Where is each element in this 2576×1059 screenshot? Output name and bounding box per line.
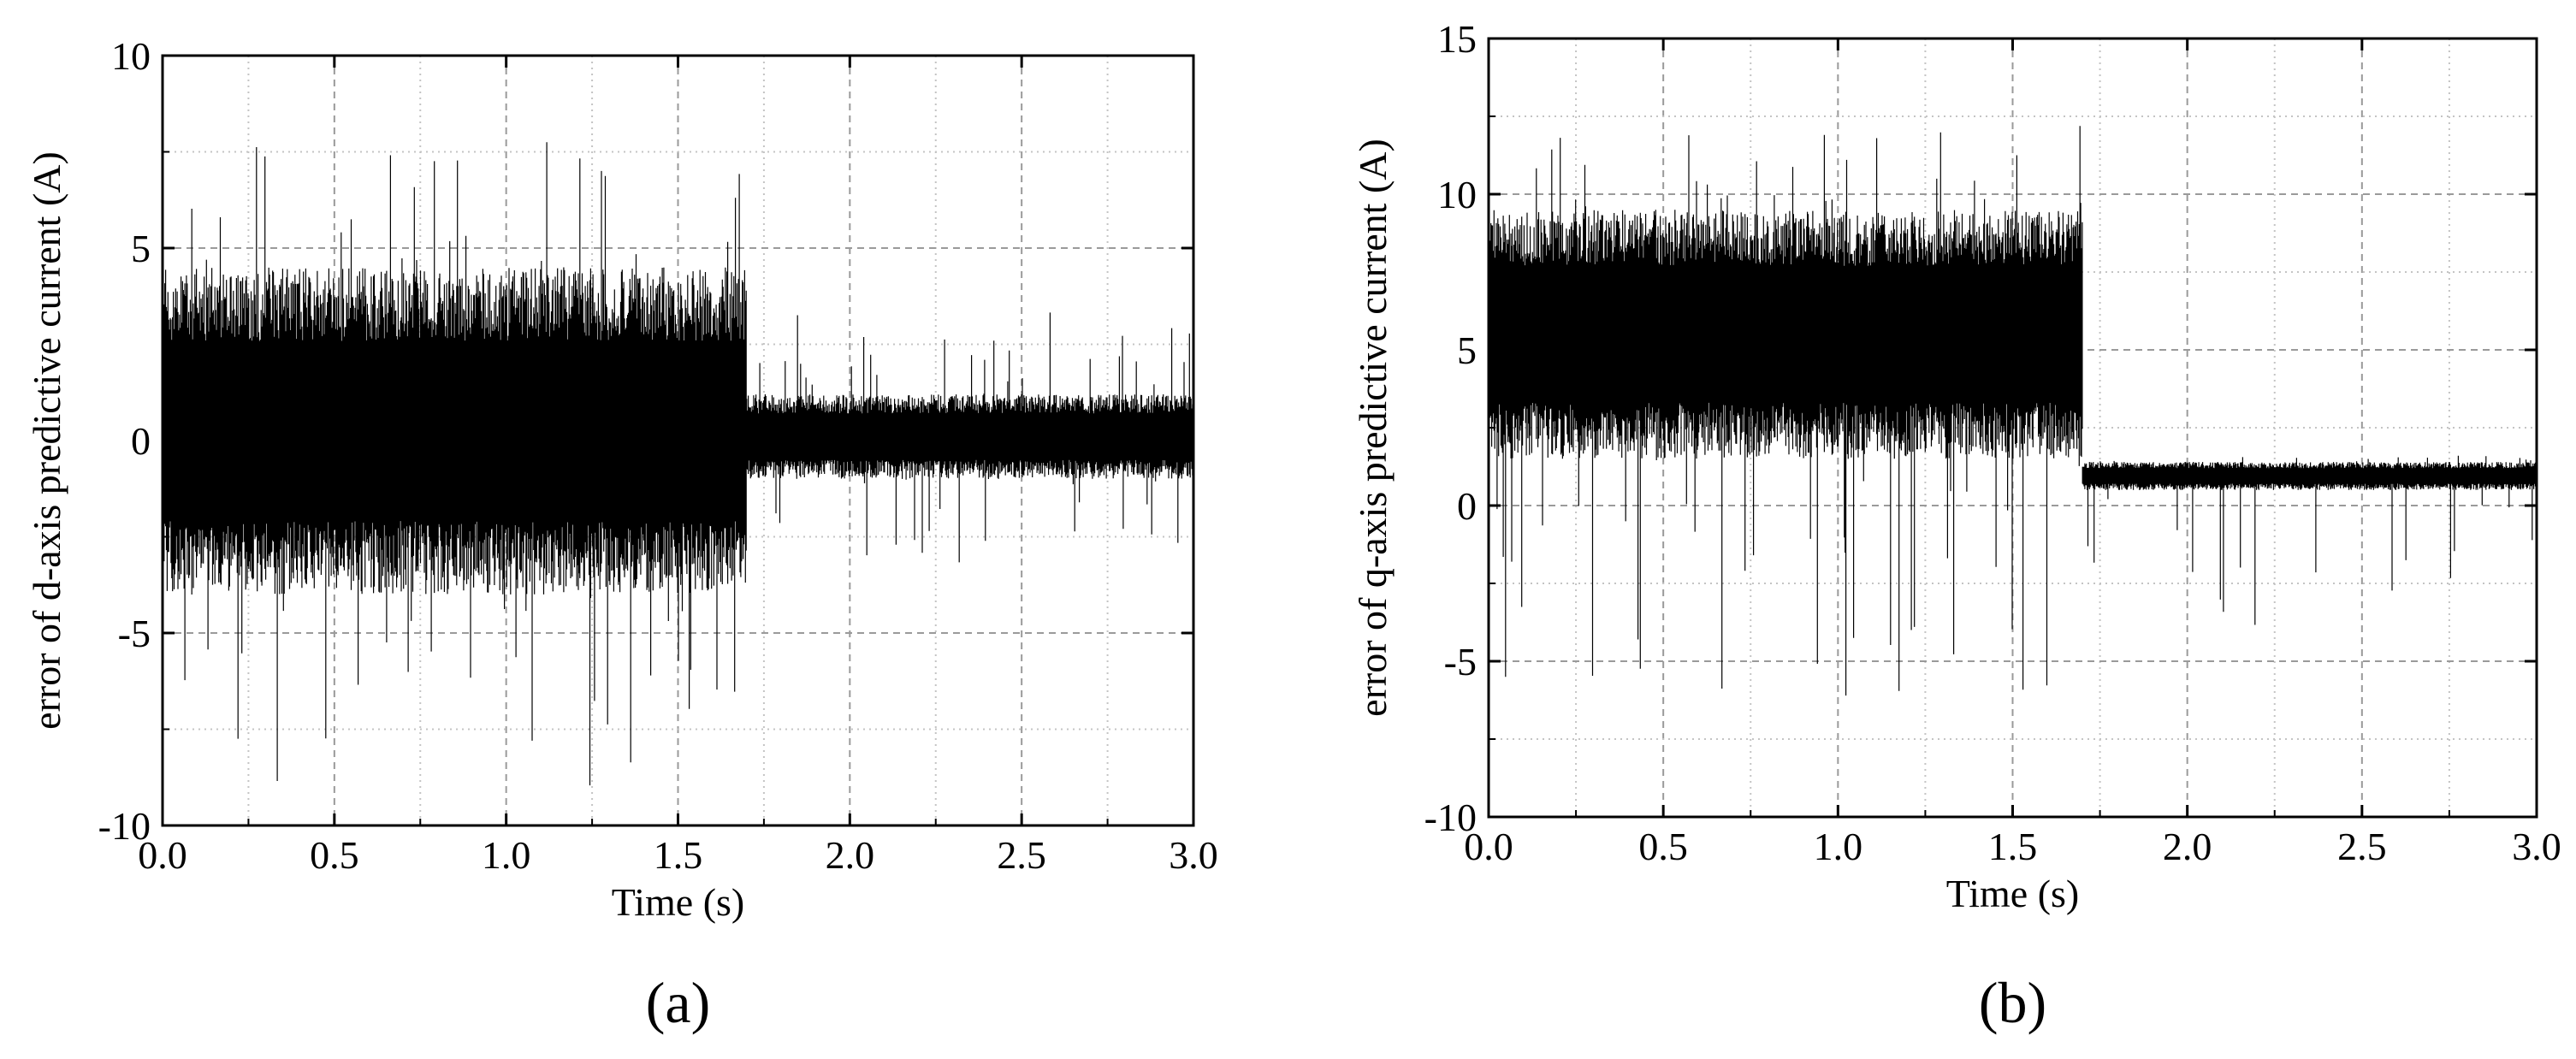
y-tick-label-b: 10: [1437, 173, 1477, 216]
signal-trace-a: [162, 142, 1194, 786]
y-tick-label-b: -10: [1424, 796, 1477, 839]
y-tick-label-b: 5: [1457, 328, 1477, 372]
ticks-a: 0.0 0.5 1.0 1.5 2.0 2.5 3.0 -10 -5 0 5 10: [98, 34, 1218, 877]
y-tick-label-a: 10: [111, 34, 151, 78]
x-axis-title-b: Time (s): [1946, 872, 2080, 915]
x-tick-label-b: 0.0: [1464, 825, 1513, 868]
x-tick-label-a: 0.5: [310, 833, 359, 877]
y-tick-label-a: -5: [118, 612, 151, 655]
x-tick-label-a: 3.0: [1169, 833, 1218, 877]
y-tick-label-b: -5: [1444, 640, 1477, 683]
x-tick-label-b: 0.5: [1638, 825, 1688, 868]
x-tick-label-a: 0.0: [138, 833, 187, 877]
signal-segment-b: [1488, 126, 2083, 696]
x-tick-label-b: 1.5: [1988, 825, 2038, 868]
x-tick-label-b: 2.0: [2163, 825, 2212, 868]
signal-segment-b: [2082, 455, 2537, 625]
panel-b: 0.0 0.5 1.0 1.5 2.0 2.5 3.0 -10 -5 0 5 10 15 Time (s…: [1351, 17, 2561, 1035]
x-tick-label-a: 2.0: [826, 833, 875, 877]
ticks-b: 0.0 0.5 1.0 1.5 2.0 2.5 3.0 -10 -5 0 5 10 15: [1424, 17, 2561, 868]
y-tick-label-b: 0: [1457, 484, 1477, 528]
signal-segment-a: [162, 142, 747, 786]
y-axis-title-a: error of d-axis predictive current (A): [25, 151, 68, 730]
y-tick-label-a: 0: [131, 419, 151, 463]
signal-trace-b: [1488, 126, 2537, 696]
x-tick-label-a: 1.0: [482, 833, 531, 877]
y-axis-title-b: error of q-axis predictive current (A): [1351, 139, 1395, 717]
x-axis-title-a: Time (s): [612, 880, 745, 924]
panel-label-b: (b): [1979, 970, 2046, 1035]
x-tick-label-a: 2.5: [997, 833, 1046, 877]
x-tick-label-b: 3.0: [2512, 825, 2561, 868]
panel-label-a: (a): [646, 970, 710, 1035]
y-tick-label-b: 15: [1437, 17, 1477, 61]
signal-segment-a: [746, 312, 1194, 563]
x-tick-label-b: 2.5: [2337, 825, 2387, 868]
x-tick-label-a: 1.5: [654, 833, 703, 877]
x-tick-label-b: 1.0: [1814, 825, 1863, 868]
y-tick-label-a: -10: [98, 804, 151, 848]
y-tick-label-a: 5: [131, 227, 151, 270]
